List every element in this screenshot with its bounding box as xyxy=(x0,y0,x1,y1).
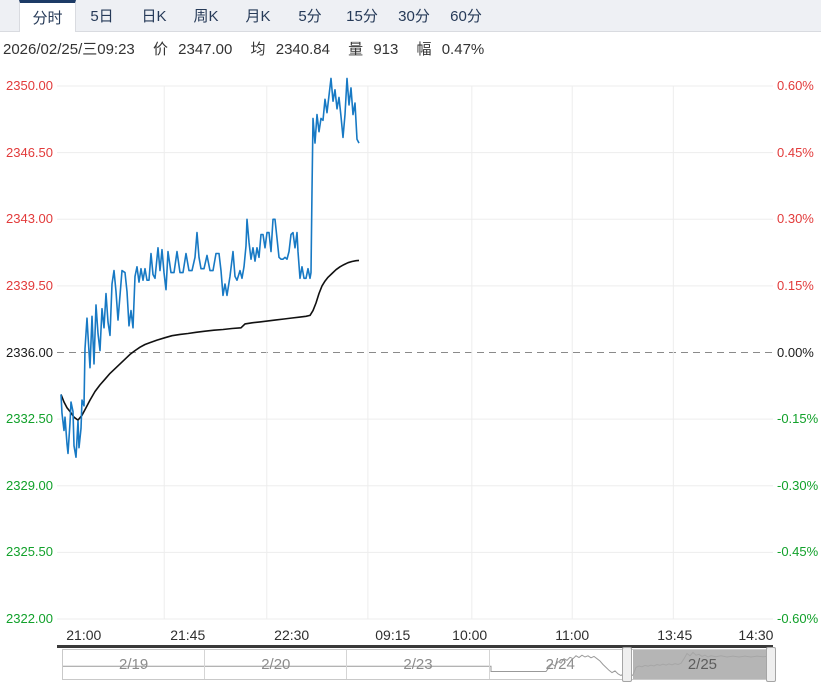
percent-axis-label: -0.30% xyxy=(777,477,819,493)
price-axis-label: 2336.00 xyxy=(6,344,53,360)
intraday-chart-plot[interactable] xyxy=(0,62,821,622)
change-value: 0.47% xyxy=(441,41,485,58)
price-axis-label: 2325.50 xyxy=(6,544,53,560)
percent-axis-label: 0.45% xyxy=(777,144,814,160)
tab-period-8[interactable]: 60分 xyxy=(450,8,482,25)
navigator-date-label: 2/25 xyxy=(687,656,718,673)
volume-label: 量 xyxy=(348,41,364,58)
tab-period-2[interactable]: 日K xyxy=(141,8,167,25)
average-line xyxy=(60,259,360,421)
tab-period-0[interactable]: 分时 xyxy=(19,0,76,32)
tab-period-6[interactable]: 15分 xyxy=(346,8,378,25)
tab-period-1[interactable]: 5日 xyxy=(90,8,114,25)
tab-period-5[interactable]: 5分 xyxy=(298,8,322,25)
price-axis-label: 2343.00 xyxy=(6,211,53,227)
price-axis-label: 2350.00 xyxy=(6,78,53,93)
navigator-date-cells: 2/19 2/20 2/23 2/24 2/25 xyxy=(63,650,773,679)
time-axis-label: 10:00 xyxy=(452,627,488,643)
time-axis-label: 11:00 xyxy=(555,627,590,643)
time-axis-label: 14:30 xyxy=(738,627,774,643)
x-axis-line xyxy=(57,645,773,648)
price-axis-label: 2332.50 xyxy=(6,411,53,427)
avg-value: 2340.84 xyxy=(275,41,330,58)
tab-period-3[interactable]: 周K xyxy=(193,8,219,25)
percent-axis-label: -0.15% xyxy=(777,411,819,427)
navigator-date-2-23[interactable]: 2/23 xyxy=(347,650,490,679)
navigator-date-label: 2/20 xyxy=(261,656,291,673)
navigator-selected-region[interactable] xyxy=(633,650,767,679)
percent-axis-label: 0.30% xyxy=(777,211,814,227)
percent-axis-label: 0.60% xyxy=(777,78,814,93)
price-axis-label: 2329.00 xyxy=(6,477,53,493)
price-axis-label: 2339.50 xyxy=(6,277,53,293)
quote-info-line: 2026/02/25/三09:23 价 2347.00 均 2340.84 量 … xyxy=(3,38,490,59)
navigator-date-2-25[interactable]: 2/25 xyxy=(632,650,773,679)
navigator-date-label: 2/24 xyxy=(545,656,575,673)
tab-period-7[interactable]: 30分 xyxy=(398,8,430,25)
percent-axis-label: -0.45% xyxy=(777,544,819,560)
price-line xyxy=(60,77,360,459)
percent-axis-label: 0.15% xyxy=(777,277,814,293)
time-axis-label: 13:45 xyxy=(657,627,693,643)
navigator-right-handle[interactable] xyxy=(766,647,777,682)
avg-label: 均 xyxy=(250,41,266,58)
percent-axis-label: -0.60% xyxy=(777,611,819,626)
navigator-date-label: 2/19 xyxy=(119,656,149,673)
period-tabbar: 分时 5日 日K 周K 月K 5分 15分 30分 60分 xyxy=(0,0,821,32)
navigator-date-label: 2/23 xyxy=(403,656,433,673)
price-value: 2347.00 xyxy=(178,41,233,58)
time-axis-label: 09:15 xyxy=(375,627,411,643)
price-axis-label: 2322.00 xyxy=(6,611,53,626)
time-axis-label: 22:30 xyxy=(274,627,310,643)
navigator-left-handle[interactable] xyxy=(622,647,633,682)
navigator-date-2-24[interactable]: 2/24 xyxy=(490,650,632,679)
navigator-date-2-20[interactable]: 2/20 xyxy=(205,650,348,679)
price-axis-label: 2346.50 xyxy=(6,144,53,160)
date-navigator[interactable]: 2/19 2/20 2/23 2/24 2/25 xyxy=(62,647,777,682)
percent-axis-label: 0.00% xyxy=(777,344,814,360)
tab-period-4[interactable]: 月K xyxy=(245,8,271,25)
navigator-date-2-19[interactable]: 2/19 xyxy=(63,650,206,679)
volume-value: 913 xyxy=(373,41,399,58)
change-label: 幅 xyxy=(416,41,432,58)
price-label: 价 xyxy=(152,41,168,58)
quote-datetime: 2026/02/25/三09:23 xyxy=(3,41,135,58)
time-axis-label: 21:45 xyxy=(170,627,206,643)
time-axis-label: 21:00 xyxy=(66,627,102,643)
